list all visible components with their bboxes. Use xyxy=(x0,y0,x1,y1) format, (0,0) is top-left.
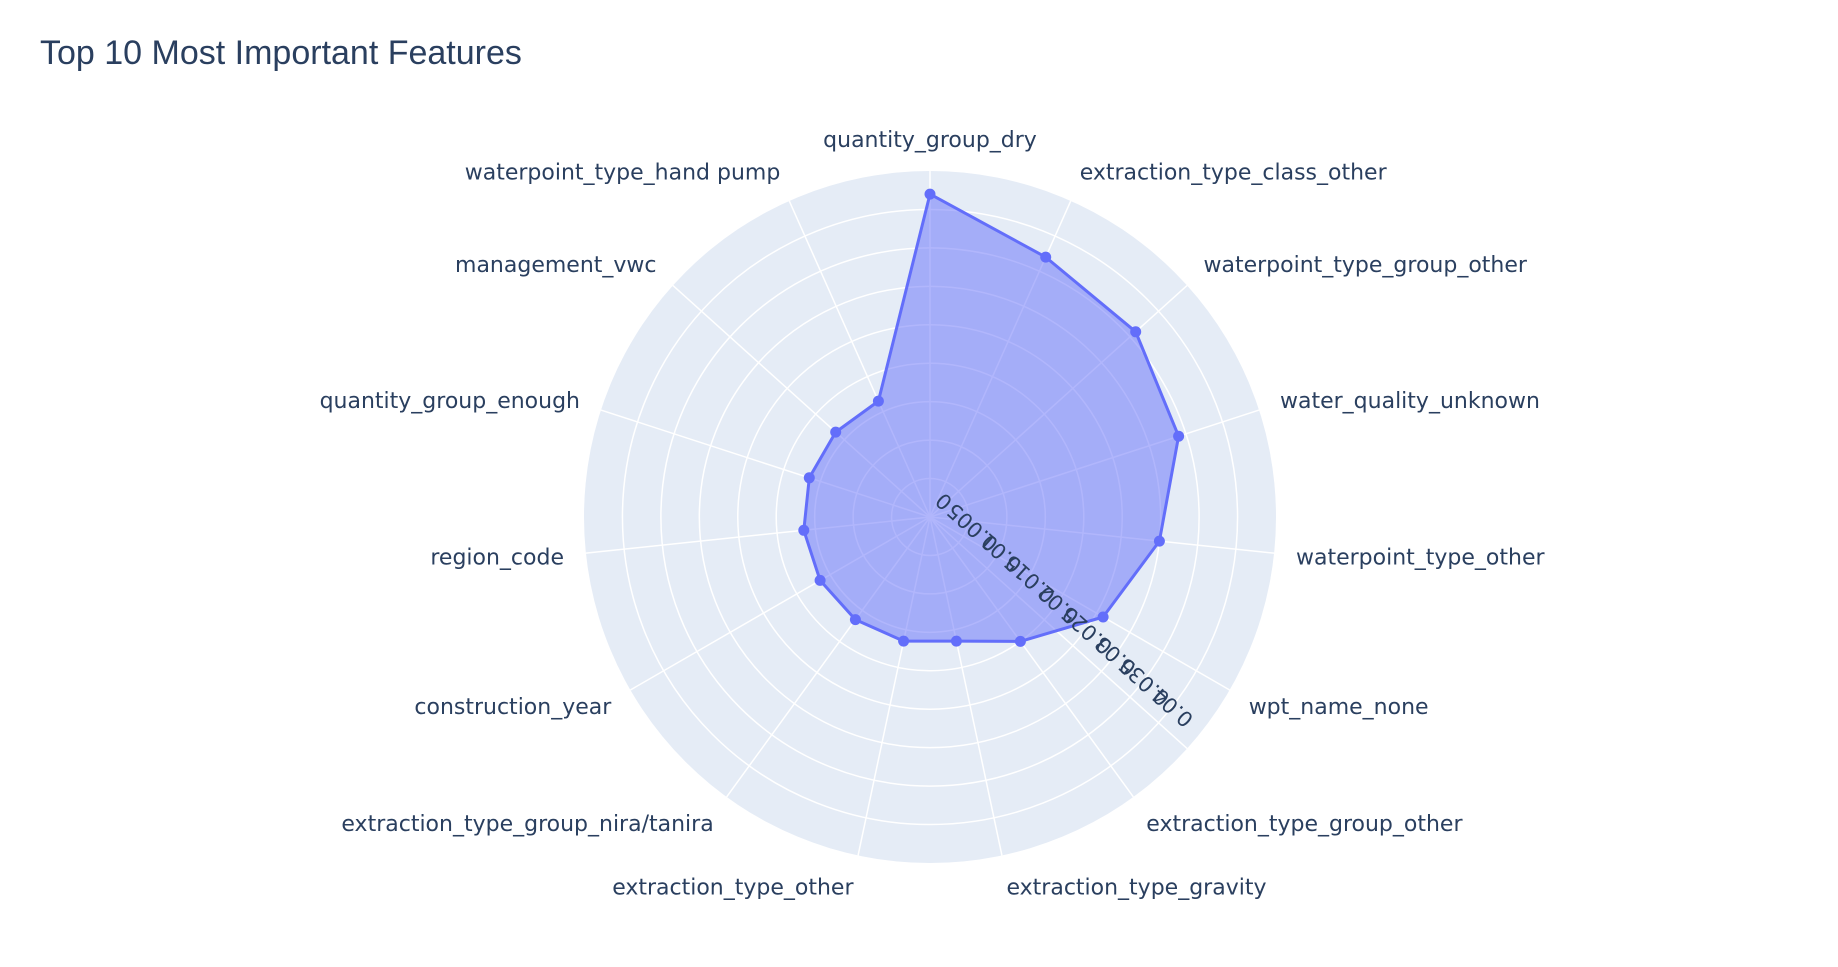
data-point-7 xyxy=(950,635,962,647)
angular-tick-label-6: extraction_type_group_other xyxy=(1146,812,1463,837)
data-point-1 xyxy=(1040,251,1052,263)
data-point-6 xyxy=(1014,635,1026,647)
data-point-10 xyxy=(814,574,826,586)
angular-tick-label-13: management_vwc xyxy=(455,253,656,278)
angular-tick-label-14: waterpoint_type_hand pump xyxy=(465,161,781,186)
data-point-5 xyxy=(1097,611,1109,623)
data-point-4 xyxy=(1153,535,1165,547)
data-point-9 xyxy=(849,614,861,626)
data-point-2 xyxy=(1130,326,1142,338)
angular-tick-label-12: quantity_group_enough xyxy=(320,389,580,414)
data-point-3 xyxy=(1173,430,1185,442)
data-point-14 xyxy=(872,395,884,407)
data-point-12 xyxy=(803,472,815,484)
angular-tick-labels: quantity_group_dry extraction_type_class_… xyxy=(320,128,1546,901)
chart-title: Top 10 Most Important Features xyxy=(40,34,522,72)
data-point-11 xyxy=(798,524,810,536)
angular-tick-label-5: wpt_name_none xyxy=(1249,695,1429,720)
data-series xyxy=(798,188,1185,647)
angular-tick-label-10: construction_year xyxy=(414,695,612,720)
angular-tick-label-7: extraction_type_gravity xyxy=(1007,876,1267,901)
data-point-8 xyxy=(898,635,910,647)
angular-tick-label-0: quantity_group_dry xyxy=(823,128,1037,153)
data-point-0 xyxy=(924,188,936,200)
angular-tick-label-11: region_code xyxy=(430,546,564,571)
angular-tick-label-3: water_quality_unknown xyxy=(1280,389,1540,414)
data-point-13 xyxy=(830,426,842,438)
series-area xyxy=(802,192,1181,643)
angular-tick-label-8: extraction_type_other xyxy=(612,876,854,901)
angular-tick-label-9: extraction_type_group_nira/tanira xyxy=(341,812,713,837)
angular-tick-label-4: waterpoint_type_other xyxy=(1296,546,1545,571)
angular-tick-label-2: waterpoint_type_group_other xyxy=(1204,253,1528,278)
angular-tick-label-1: extraction_type_class_other xyxy=(1080,161,1388,186)
